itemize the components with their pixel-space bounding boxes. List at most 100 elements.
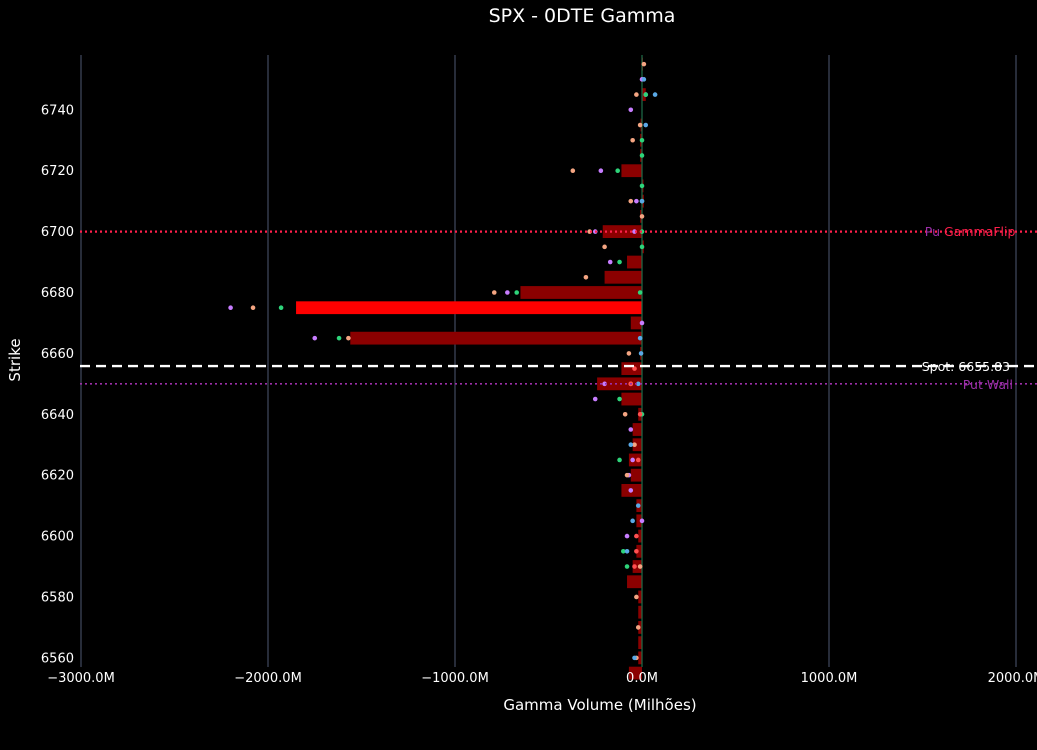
gamma-bar [638, 636, 642, 650]
gamma-bar [632, 423, 642, 436]
gamma-bar [632, 560, 642, 573]
put-wall-label: Put Wall [963, 377, 1013, 392]
marker-point [228, 305, 233, 311]
marker-point [639, 244, 645, 250]
marker-point [346, 335, 351, 341]
marker-point [637, 564, 643, 569]
marker-point [630, 457, 635, 463]
marker-point [630, 518, 635, 524]
y-tick-label: 6660 [41, 347, 74, 362]
marker-point [639, 518, 645, 524]
marker-point [637, 411, 643, 417]
marker-point [587, 229, 592, 234]
marker-point [592, 396, 598, 402]
gamma-bar [296, 301, 642, 315]
y-tick-label: 6620 [41, 469, 74, 484]
gamma-bar [630, 316, 642, 330]
marker-point [632, 564, 637, 569]
marker-point [639, 214, 645, 219]
marker-point [632, 655, 637, 661]
marker-point [278, 305, 284, 311]
marker-point [617, 457, 622, 463]
marker-point [632, 442, 637, 448]
marker-point [622, 411, 628, 417]
gamma-bar [350, 331, 642, 345]
marker-point [602, 381, 607, 387]
marker-point [639, 183, 645, 189]
marker-point [635, 625, 641, 630]
marker-point [626, 351, 632, 356]
marker-point [505, 290, 510, 295]
gamma-bar [602, 225, 642, 238]
gamma-bar [632, 438, 642, 452]
y-tick-label: 6740 [41, 103, 74, 118]
marker-point [637, 335, 643, 341]
y-tick-label: 6720 [41, 164, 74, 179]
marker-series [228, 61, 658, 661]
marker-point [624, 564, 630, 569]
marker-point [639, 137, 645, 143]
axis-ticks: −3000.0M −2000.0M −1000.0M 0.0M 1000.0M 2000.… [41, 103, 1037, 686]
marker-point [628, 427, 634, 432]
marker-point [602, 244, 607, 250]
marker-point [617, 396, 622, 402]
marker-point [635, 503, 641, 508]
marker-point [639, 198, 645, 204]
marker-point [630, 137, 635, 143]
marker-point [617, 259, 622, 265]
x-tick-label: −1000.0M [421, 671, 489, 686]
marker-point [607, 259, 613, 265]
marker-point [637, 122, 643, 128]
y-tick-label: 6560 [41, 651, 74, 666]
marker-point [643, 92, 649, 97]
marker-point [336, 335, 342, 341]
marker-point [621, 548, 626, 554]
marker-point [312, 335, 318, 341]
marker-point [250, 305, 256, 311]
y-tick-label: 6700 [41, 225, 74, 240]
gamma-bar [630, 468, 642, 482]
y-tick-label: 6640 [41, 408, 74, 423]
x-tick-label: −2000.0M [234, 671, 302, 686]
gamma-bar [520, 286, 642, 299]
marker-point [634, 548, 639, 554]
marker-point [615, 168, 620, 174]
marker-point [638, 351, 644, 356]
marker-point [635, 381, 641, 387]
x-axis-label: Gamma Volume (Milhões) [503, 696, 696, 714]
gamma-bar [604, 270, 642, 284]
marker-point [570, 168, 576, 174]
marker-point [514, 290, 520, 295]
gamma-bar [636, 544, 642, 558]
gamma-bar [636, 514, 642, 528]
marker-point [628, 442, 634, 448]
marker-point [634, 92, 639, 97]
chart-title: SPX - 0DTE Gamma [489, 5, 676, 27]
marker-point [637, 290, 643, 295]
gamma-bar [638, 529, 642, 543]
marker-point [634, 533, 639, 539]
gamma-bar [621, 362, 642, 376]
marker-point [632, 366, 637, 371]
marker-point [634, 198, 639, 204]
gamma-bar [597, 377, 642, 391]
marker-point [643, 122, 649, 128]
marker-point [641, 61, 647, 67]
x-tick-label: 2000.0M [988, 671, 1037, 686]
x-tick-label: 0.0M [626, 671, 658, 686]
marker-point [632, 229, 637, 234]
reference-lines: Pu GammaFlip Spot: 6655.83 Put Wall [80, 224, 1037, 392]
gamma-bar [628, 453, 642, 467]
x-tick-label: −3000.0M [47, 671, 115, 686]
y-tick-label: 6680 [41, 286, 74, 301]
marker-point [598, 168, 604, 174]
gamma-bar [627, 575, 642, 589]
marker-point [583, 274, 589, 280]
marker-point [628, 198, 634, 204]
marker-point [491, 290, 497, 295]
marker-point [624, 533, 630, 539]
y-tick-label: 6580 [41, 590, 74, 605]
marker-point [639, 320, 645, 326]
